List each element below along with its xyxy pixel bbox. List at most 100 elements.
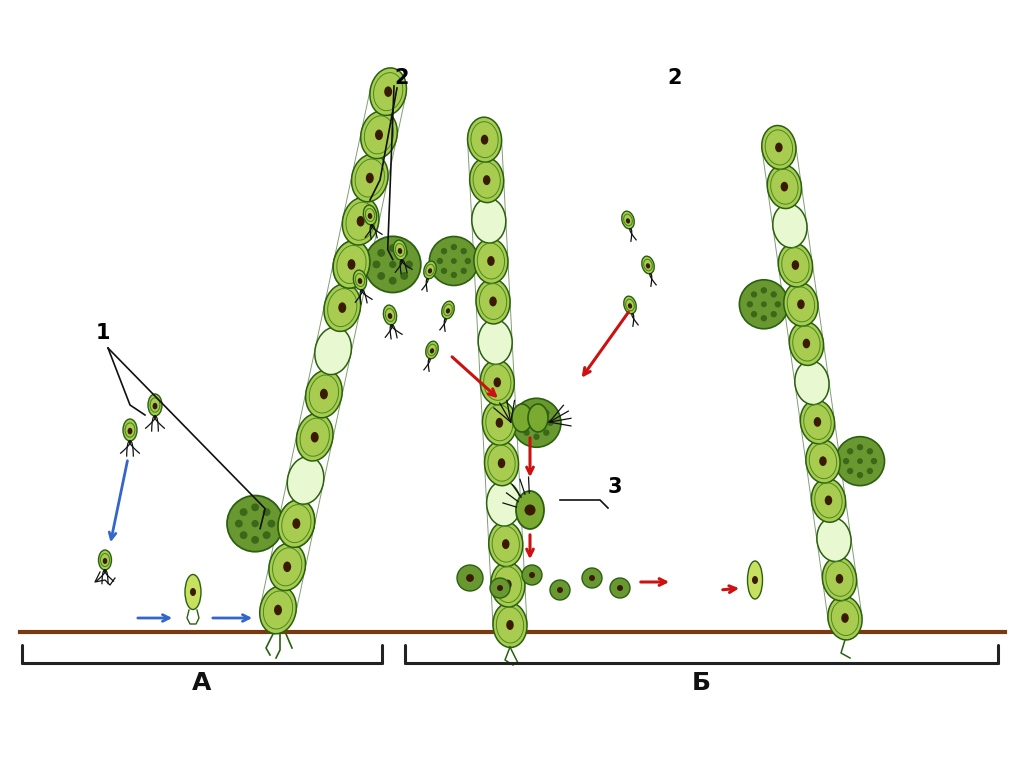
Ellipse shape: [370, 68, 407, 115]
Ellipse shape: [338, 302, 346, 313]
Circle shape: [610, 578, 630, 598]
Ellipse shape: [748, 561, 763, 599]
Circle shape: [522, 565, 542, 585]
Circle shape: [240, 509, 248, 516]
Ellipse shape: [498, 458, 505, 468]
Circle shape: [534, 433, 540, 440]
Circle shape: [529, 572, 535, 578]
Circle shape: [857, 472, 863, 479]
Circle shape: [365, 236, 421, 292]
Ellipse shape: [468, 117, 502, 162]
Circle shape: [866, 468, 873, 474]
Ellipse shape: [98, 550, 112, 570]
Ellipse shape: [424, 262, 436, 279]
Ellipse shape: [478, 319, 512, 364]
Ellipse shape: [324, 284, 360, 331]
Circle shape: [497, 585, 503, 591]
Ellipse shape: [792, 260, 799, 270]
Circle shape: [373, 261, 380, 268]
Circle shape: [457, 565, 483, 591]
Ellipse shape: [490, 562, 525, 607]
Circle shape: [252, 520, 259, 527]
Ellipse shape: [333, 241, 370, 288]
Ellipse shape: [190, 588, 196, 596]
Ellipse shape: [783, 282, 818, 326]
Circle shape: [617, 585, 623, 591]
Ellipse shape: [780, 182, 788, 192]
Ellipse shape: [824, 495, 833, 505]
Circle shape: [466, 574, 474, 582]
Ellipse shape: [483, 175, 490, 185]
Circle shape: [543, 410, 550, 416]
Ellipse shape: [185, 574, 201, 610]
Ellipse shape: [646, 263, 650, 268]
Circle shape: [400, 272, 409, 280]
Circle shape: [400, 249, 409, 257]
Text: A: A: [193, 671, 212, 695]
Circle shape: [589, 575, 595, 581]
Ellipse shape: [269, 543, 305, 591]
Ellipse shape: [310, 432, 318, 443]
Ellipse shape: [476, 279, 510, 324]
Circle shape: [267, 520, 275, 528]
Ellipse shape: [817, 518, 851, 561]
Ellipse shape: [484, 441, 518, 486]
Ellipse shape: [368, 213, 373, 219]
Ellipse shape: [296, 413, 333, 461]
Ellipse shape: [426, 341, 438, 359]
Circle shape: [440, 248, 447, 255]
Circle shape: [429, 236, 478, 285]
Ellipse shape: [827, 596, 862, 640]
Circle shape: [870, 458, 878, 464]
Ellipse shape: [351, 154, 388, 202]
Circle shape: [440, 268, 447, 274]
Circle shape: [451, 272, 457, 278]
Ellipse shape: [797, 299, 805, 309]
Ellipse shape: [480, 360, 514, 405]
Circle shape: [866, 448, 873, 455]
Circle shape: [774, 301, 781, 308]
Circle shape: [739, 280, 788, 329]
Circle shape: [461, 268, 467, 274]
Ellipse shape: [123, 419, 137, 441]
Ellipse shape: [806, 439, 840, 483]
Circle shape: [465, 258, 471, 264]
Ellipse shape: [333, 241, 370, 288]
Ellipse shape: [314, 327, 351, 374]
Text: Б: Б: [692, 671, 711, 695]
Ellipse shape: [502, 539, 510, 549]
Ellipse shape: [493, 603, 527, 647]
Circle shape: [534, 420, 540, 426]
Ellipse shape: [481, 135, 488, 145]
Ellipse shape: [148, 394, 162, 416]
Circle shape: [857, 444, 863, 450]
Text: 2: 2: [668, 68, 682, 88]
Ellipse shape: [801, 400, 835, 444]
Ellipse shape: [506, 620, 514, 630]
Ellipse shape: [622, 211, 634, 229]
Ellipse shape: [516, 491, 544, 529]
Circle shape: [263, 509, 270, 516]
Ellipse shape: [472, 198, 506, 243]
Ellipse shape: [775, 143, 782, 153]
Ellipse shape: [284, 561, 291, 572]
Circle shape: [836, 436, 885, 486]
Circle shape: [227, 495, 284, 551]
Ellipse shape: [814, 417, 821, 426]
Circle shape: [761, 315, 767, 321]
Circle shape: [751, 291, 757, 298]
Circle shape: [406, 261, 413, 268]
Ellipse shape: [357, 278, 362, 284]
Ellipse shape: [836, 574, 843, 584]
Circle shape: [534, 406, 540, 412]
Ellipse shape: [790, 321, 823, 365]
Ellipse shape: [778, 243, 812, 287]
Circle shape: [770, 291, 777, 298]
Circle shape: [523, 430, 529, 436]
Ellipse shape: [488, 522, 523, 567]
Ellipse shape: [375, 130, 383, 140]
Ellipse shape: [752, 576, 758, 584]
Ellipse shape: [383, 305, 396, 325]
Ellipse shape: [524, 505, 536, 515]
Ellipse shape: [482, 400, 516, 446]
